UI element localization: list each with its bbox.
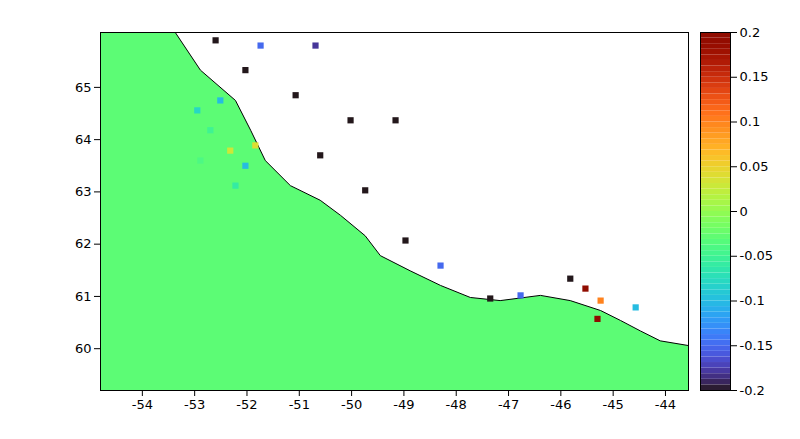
- svg-text:-46: -46: [550, 397, 571, 412]
- svg-text:-0.15: -0.15: [740, 338, 774, 353]
- svg-text:-50: -50: [341, 397, 362, 412]
- svg-text:-45: -45: [603, 397, 624, 412]
- svg-text:0.1: 0.1: [740, 114, 761, 129]
- svg-text:64: 64: [75, 132, 92, 147]
- svg-text:63: 63: [75, 184, 92, 199]
- svg-text:60: 60: [75, 341, 92, 356]
- svg-text:0.15: 0.15: [740, 69, 769, 84]
- svg-text:62: 62: [75, 236, 92, 251]
- svg-text:65: 65: [75, 80, 92, 95]
- svg-text:-47: -47: [498, 397, 519, 412]
- svg-text:-0.05: -0.05: [740, 248, 774, 263]
- svg-text:0.2: 0.2: [740, 25, 761, 40]
- svg-text:0.05: 0.05: [740, 159, 769, 174]
- svg-text:0: 0: [740, 204, 748, 219]
- svg-text:-54: -54: [132, 397, 153, 412]
- svg-text:61: 61: [75, 289, 92, 304]
- svg-text:-48: -48: [446, 397, 467, 412]
- svg-text:-0.2: -0.2: [740, 383, 765, 398]
- svg-text:-49: -49: [393, 397, 414, 412]
- svg-text:-51: -51: [289, 397, 310, 412]
- svg-text:-44: -44: [655, 397, 676, 412]
- svg-text:-52: -52: [236, 397, 257, 412]
- svg-text:-53: -53: [184, 397, 205, 412]
- svg-text:-0.1: -0.1: [740, 293, 765, 308]
